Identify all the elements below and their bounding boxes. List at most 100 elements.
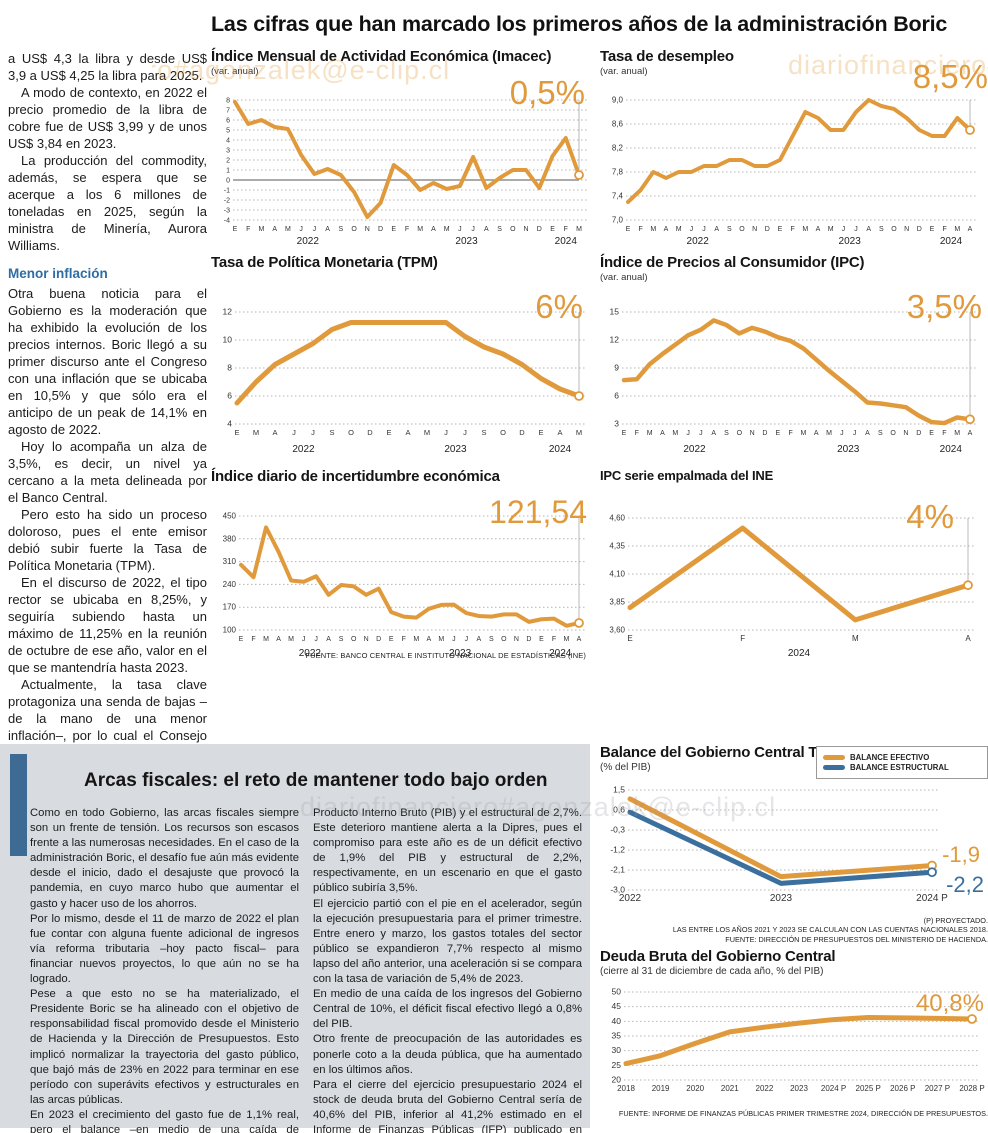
y-tick-label: 1: [226, 168, 230, 175]
x-tick-label: J: [444, 428, 448, 437]
year-label: 2023: [837, 444, 860, 455]
x-tick-label: M: [259, 226, 265, 233]
x-tick-label: F: [405, 226, 409, 233]
ipc-empalmada-line-chart: 4,60 4,35 4,10 3,85 3,60E F M A 2024: [609, 514, 976, 659]
end-marker: [574, 170, 584, 180]
chart-subtitle: (% del PIB): [600, 762, 651, 773]
desempleo-line-chart: 9,08,68,27,87,47,0E F M A M J J A S O N D E F M A M J J A S O…: [612, 96, 978, 247]
fiscal-paragraph: En medio de una caída de los ingresos de…: [313, 988, 582, 1031]
x-tick-label: A: [664, 226, 669, 233]
x-tick-label: O: [890, 430, 896, 437]
x-tick-label: M: [852, 634, 859, 643]
x-tick-label: O: [737, 430, 743, 437]
x-tick-label: D: [537, 226, 542, 233]
chart-callout-value: 4%: [906, 498, 954, 535]
x-tick-label: A: [405, 428, 410, 437]
x-tick-label: 2021: [721, 1084, 739, 1093]
chart-title: Balance del Gobierno Central Total: [600, 744, 843, 761]
footnote: LAS ENTRE LOS AÑOS 2021 Y 2023 SE CALCUL…: [672, 925, 988, 935]
x-tick-label: N: [364, 636, 369, 643]
y-tick-label: -3,0: [610, 885, 625, 895]
chart-balance-gobierno: Balance del Gobierno Central Total (% de…: [600, 744, 988, 944]
end-marker: [967, 1014, 977, 1024]
year-label: 2022: [683, 444, 706, 455]
x-tick-label: A: [484, 226, 489, 233]
x-tick-label: D: [916, 430, 921, 437]
chart-desempleo: Tasa de desempleo (var. anual) 8,5% 9,0 8…: [600, 48, 988, 247]
chart-callout-value: 6%: [535, 288, 583, 325]
x-tick-label: N: [524, 226, 529, 233]
y-tick-label: 240: [223, 580, 237, 589]
y-tick-label: 12: [610, 335, 620, 345]
x-tick-label: E: [627, 634, 632, 643]
x-tick-label: 2023: [790, 1084, 808, 1093]
x-tick-label: D: [765, 226, 770, 233]
chart-legend: BALANCE EFECTIVO BALANCE ESTRUCTURAL: [816, 746, 988, 779]
x-tick-label: D: [526, 636, 531, 643]
y-tick-label: -3: [224, 208, 230, 215]
x-tick-label: O: [351, 226, 357, 233]
x-tick-label: M: [826, 430, 832, 437]
legend-label: BALANCE ESTRUCTURAL: [850, 763, 949, 772]
x-tick-label: E: [391, 226, 396, 233]
chart-title: IPC serie empalmada del INE: [600, 468, 774, 483]
x-tick-label: A: [711, 430, 716, 437]
x-tick-label: 2026 P: [890, 1084, 915, 1093]
x-tick-label: O: [348, 428, 354, 437]
x-tick-label: J: [302, 636, 306, 643]
x-tick-label: A: [714, 226, 719, 233]
year-label: 2022: [687, 236, 710, 247]
x-tick-label: 2025 P: [856, 1084, 881, 1093]
x-tick-label: S: [339, 226, 344, 233]
chart-title: Tasa de Política Monetaria (TPM): [211, 254, 438, 271]
x-tick-label: F: [246, 226, 250, 233]
x-tick-label: E: [539, 636, 544, 643]
chart-subtitle: (var. anual): [600, 272, 648, 283]
x-tick-label: F: [788, 430, 792, 437]
x-tick-label: F: [552, 636, 556, 643]
x-tick-label: S: [724, 430, 729, 437]
x-tick-label: O: [739, 226, 745, 233]
y-tick-label: 8,2: [612, 144, 624, 153]
chart-line: [623, 1015, 975, 1067]
x-tick-label: J: [314, 636, 318, 643]
y-tick-label: -0,3: [610, 825, 625, 835]
x-tick-label: J: [854, 226, 858, 233]
y-tick-label: 3,85: [609, 598, 625, 607]
x-tick-label: F: [942, 430, 946, 437]
y-tick-label: 8: [227, 363, 232, 373]
chart-title: Deuda Bruta del Gobierno Central: [600, 948, 836, 965]
y-tick-label: 25: [612, 1060, 622, 1070]
x-tick-label: M: [647, 430, 653, 437]
y-tick-label: 170: [223, 603, 237, 612]
end-marker: [963, 580, 973, 591]
x-tick-label: A: [426, 636, 431, 643]
x-tick-label: N: [750, 430, 755, 437]
y-tick-label: 15: [610, 307, 620, 317]
chart-subtitle: (cierre al 31 de diciembre de cada año, …: [600, 966, 824, 977]
x-tick-label: J: [842, 226, 846, 233]
x-tick-label: E: [233, 226, 238, 233]
year-label: 2024: [788, 648, 811, 659]
x-tick-label: N: [365, 226, 370, 233]
y-tick-label: 380: [223, 534, 237, 543]
chart-line: [621, 318, 973, 426]
fiscal-section-title: Arcas fiscales: el reto de mantener todo…: [84, 770, 548, 791]
x-tick-label: S: [497, 226, 502, 233]
x-tick-label: M: [650, 226, 656, 233]
y-tick-label: 4,60: [609, 514, 625, 523]
x-tick-label: D: [378, 226, 383, 233]
year-label: 2023: [449, 648, 472, 659]
article-paragraph: Hoy lo acompaña un alza de 3,5%, es deci…: [8, 439, 207, 505]
x-tick-label: M: [263, 636, 269, 643]
x-tick-label: E: [538, 428, 543, 437]
x-tick-label: A: [431, 226, 436, 233]
x-tick-label: A: [577, 636, 582, 643]
x-tick-label: A: [816, 226, 821, 233]
x-tick-label: A: [272, 428, 277, 437]
y-tick-label: 35: [612, 1031, 622, 1041]
